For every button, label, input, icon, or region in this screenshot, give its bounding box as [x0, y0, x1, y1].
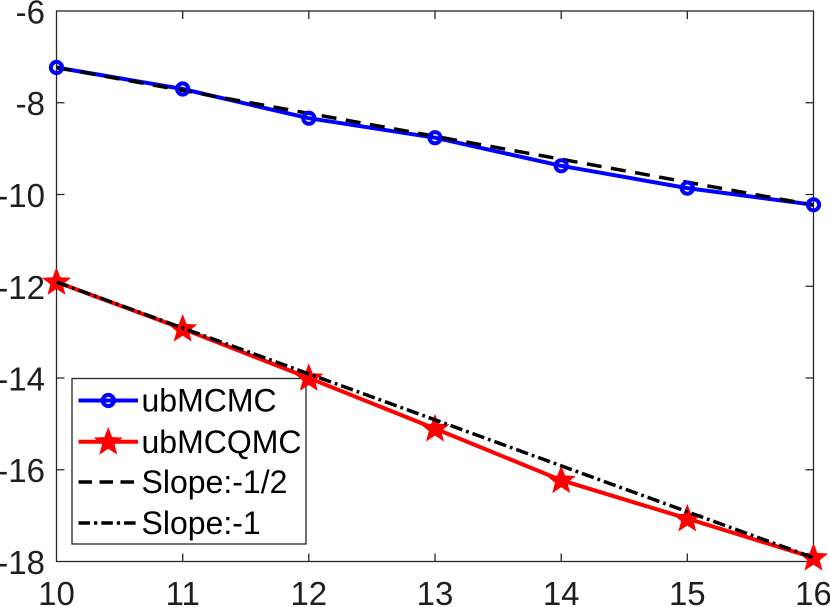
- svg-text:-12: -12: [0, 269, 45, 306]
- svg-text:ubMCQMC: ubMCQMC: [142, 424, 302, 460]
- svg-text:-14: -14: [0, 361, 45, 398]
- svg-text:-6: -6: [16, 0, 45, 31]
- svg-text:12: 12: [290, 575, 327, 607]
- svg-text:14: 14: [543, 575, 580, 607]
- svg-text:Slope:-1/2: Slope:-1/2: [142, 464, 288, 500]
- svg-text:10: 10: [38, 575, 75, 607]
- svg-text:11: 11: [166, 575, 200, 607]
- svg-text:-10: -10: [0, 177, 45, 214]
- svg-text:-8: -8: [16, 85, 45, 122]
- svg-text:Slope:-1: Slope:-1: [142, 505, 261, 541]
- svg-text:16: 16: [795, 575, 830, 607]
- svg-text:15: 15: [669, 575, 706, 607]
- svg-text:13: 13: [417, 575, 454, 607]
- svg-text:-16: -16: [0, 452, 45, 489]
- svg-text:-18: -18: [0, 544, 45, 581]
- svg-text:ubMCMC: ubMCMC: [142, 383, 277, 419]
